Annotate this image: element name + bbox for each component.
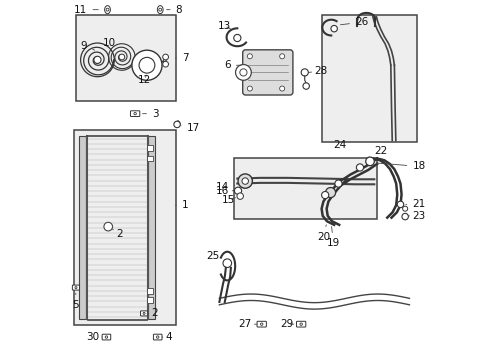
Text: 15: 15 <box>222 195 235 205</box>
Bar <box>233 158 376 220</box>
Circle shape <box>233 35 241 41</box>
Text: 3: 3 <box>142 109 158 119</box>
Circle shape <box>105 336 107 338</box>
Bar <box>79 136 86 319</box>
Text: 29: 29 <box>280 319 293 329</box>
Circle shape <box>279 86 284 91</box>
Text: 11: 11 <box>74 5 98 15</box>
Bar <box>147 156 153 161</box>
Circle shape <box>163 54 168 60</box>
Circle shape <box>365 157 373 166</box>
Circle shape <box>139 57 155 73</box>
Circle shape <box>134 112 136 115</box>
Text: 7: 7 <box>175 53 188 63</box>
Text: 20: 20 <box>316 225 329 242</box>
Text: 22: 22 <box>368 145 387 157</box>
Circle shape <box>94 56 101 63</box>
Text: 26: 26 <box>340 17 367 27</box>
Text: 18: 18 <box>376 161 425 171</box>
Text: 17: 17 <box>180 123 199 133</box>
Circle shape <box>132 50 162 80</box>
Circle shape <box>401 213 407 220</box>
Circle shape <box>106 8 109 11</box>
Text: 24: 24 <box>333 140 346 150</box>
Circle shape <box>235 64 251 80</box>
Circle shape <box>239 69 246 76</box>
FancyBboxPatch shape <box>242 50 292 95</box>
Circle shape <box>325 188 335 198</box>
Circle shape <box>242 178 248 184</box>
Bar <box>147 288 153 294</box>
Text: 30: 30 <box>86 332 102 342</box>
Text: 21: 21 <box>405 199 425 210</box>
Circle shape <box>156 336 159 338</box>
Circle shape <box>260 323 263 325</box>
Circle shape <box>334 180 341 187</box>
FancyBboxPatch shape <box>296 321 305 327</box>
Circle shape <box>321 192 328 199</box>
Circle shape <box>237 193 243 199</box>
Circle shape <box>299 323 302 325</box>
FancyBboxPatch shape <box>153 334 162 340</box>
Circle shape <box>402 206 407 211</box>
Circle shape <box>330 26 337 32</box>
Text: 19: 19 <box>326 226 339 248</box>
Text: 25: 25 <box>206 251 225 261</box>
Circle shape <box>119 54 124 60</box>
Circle shape <box>396 201 403 208</box>
FancyBboxPatch shape <box>72 285 80 290</box>
FancyBboxPatch shape <box>257 321 266 327</box>
Circle shape <box>159 8 162 11</box>
Text: 4: 4 <box>162 332 172 342</box>
Circle shape <box>303 83 309 89</box>
Bar <box>147 297 153 303</box>
Text: 8: 8 <box>166 5 182 15</box>
Circle shape <box>143 312 145 314</box>
Polygon shape <box>104 6 110 14</box>
Circle shape <box>247 54 252 59</box>
Circle shape <box>163 61 168 67</box>
Bar <box>74 130 176 325</box>
Text: 28: 28 <box>308 66 327 76</box>
Text: 13: 13 <box>217 21 230 31</box>
Bar <box>321 15 416 142</box>
Text: 9: 9 <box>81 41 94 50</box>
Text: 27: 27 <box>238 319 257 329</box>
Circle shape <box>279 54 284 59</box>
FancyBboxPatch shape <box>130 111 140 117</box>
Text: 5: 5 <box>72 293 79 310</box>
Circle shape <box>234 187 241 194</box>
Text: 23: 23 <box>408 211 425 221</box>
Circle shape <box>104 222 112 231</box>
Circle shape <box>247 86 252 91</box>
Circle shape <box>223 259 231 267</box>
FancyBboxPatch shape <box>140 311 147 316</box>
FancyBboxPatch shape <box>102 334 110 340</box>
Text: 2: 2 <box>112 229 122 239</box>
Bar <box>147 145 153 150</box>
Text: 10: 10 <box>103 38 119 48</box>
Text: 14: 14 <box>215 182 234 192</box>
Bar <box>147 136 155 319</box>
Circle shape <box>238 174 252 188</box>
Circle shape <box>301 69 308 76</box>
Text: 1: 1 <box>175 200 188 210</box>
Text: 16: 16 <box>216 186 233 196</box>
Text: 2: 2 <box>147 309 158 318</box>
Text: 6: 6 <box>224 60 241 70</box>
Circle shape <box>75 287 77 289</box>
Bar <box>76 15 176 101</box>
Circle shape <box>174 121 180 128</box>
Circle shape <box>356 164 363 171</box>
Polygon shape <box>157 6 163 14</box>
Text: 12: 12 <box>138 75 151 85</box>
